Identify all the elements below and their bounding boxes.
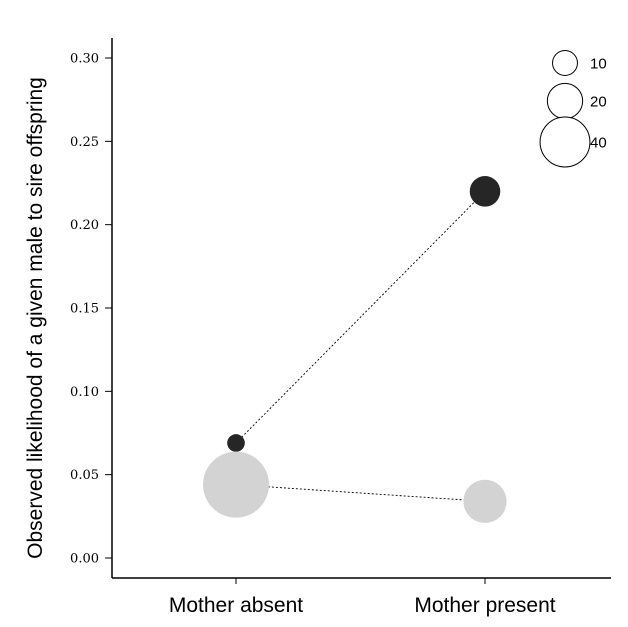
y-tick-label: 0.00: [70, 552, 99, 567]
y-tick-label: 0.15: [70, 302, 99, 317]
x-axis-ticks: Mother absent Mother present: [169, 578, 556, 617]
legend-size-circle: [546, 82, 584, 120]
legend-size-label: 10: [590, 56, 607, 73]
data-point: [469, 176, 501, 207]
series-connector-line: [235, 191, 486, 444]
y-tick-label: 0.20: [70, 218, 99, 233]
x-tick-label: Mother present: [414, 594, 555, 617]
data-point: [463, 479, 507, 523]
y-tick-label: 0.05: [70, 468, 99, 483]
y-tick-label: 0.10: [70, 385, 99, 400]
legend-size-circle: [552, 50, 578, 76]
legend-size-label: 20: [590, 94, 607, 111]
series-connector-line: [235, 484, 486, 502]
y-axis-title: Observed likelihood of a given male to s…: [24, 77, 47, 559]
data-point: [227, 434, 245, 452]
data-points: [203, 176, 507, 523]
y-axis-ticks: 0.00 0.05 0.10 0.15 0.20 0.25 0.30: [70, 52, 112, 567]
size-legend: 10 20 40: [539, 50, 607, 168]
y-tick-label: 0.30: [70, 52, 99, 67]
connector-lines: [235, 191, 486, 502]
data-point: [203, 451, 269, 518]
legend-size-circle: [539, 116, 591, 168]
legend-size-label: 40: [590, 135, 607, 152]
x-tick-label: Mother absent: [169, 594, 303, 617]
y-tick-label: 0.25: [70, 135, 99, 150]
